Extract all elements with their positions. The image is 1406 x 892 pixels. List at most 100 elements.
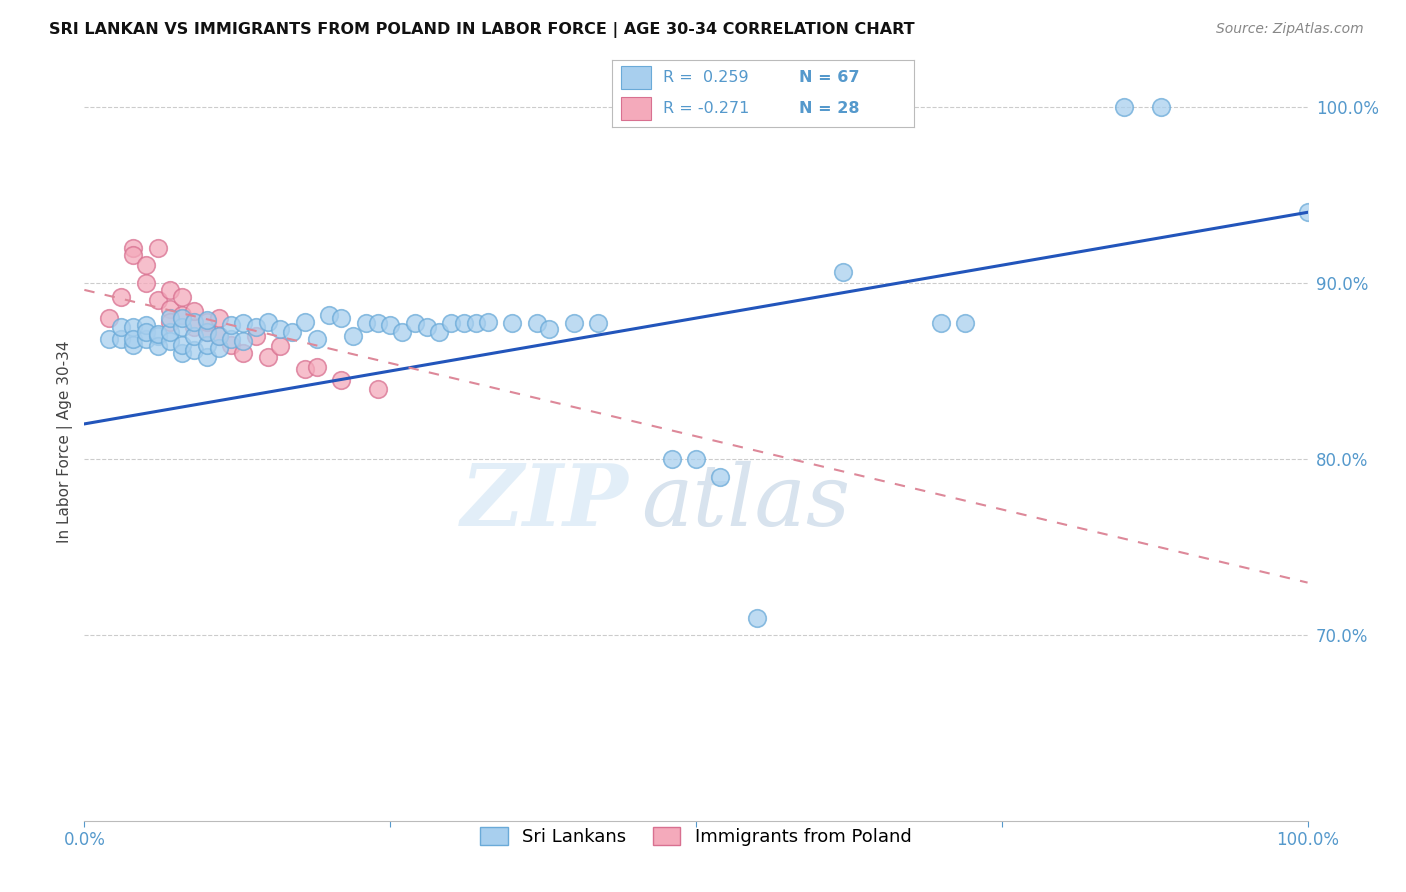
Legend: Sri Lankans, Immigrants from Poland: Sri Lankans, Immigrants from Poland xyxy=(474,820,918,854)
Point xyxy=(219,318,242,333)
Point xyxy=(245,328,267,343)
Point xyxy=(183,320,205,334)
Point xyxy=(172,311,194,326)
Point xyxy=(195,313,218,327)
Point xyxy=(135,332,157,346)
Point xyxy=(159,334,181,348)
Point xyxy=(281,325,304,339)
Point xyxy=(183,343,205,357)
Point xyxy=(305,332,328,346)
Point xyxy=(294,315,316,329)
Point xyxy=(747,611,769,625)
Point xyxy=(294,362,316,376)
Point xyxy=(464,317,486,331)
Point xyxy=(257,350,280,364)
Point xyxy=(110,290,132,304)
Point xyxy=(440,317,463,331)
Text: SRI LANKAN VS IMMIGRANTS FROM POLAND IN LABOR FORCE | AGE 30-34 CORRELATION CHAR: SRI LANKAN VS IMMIGRANTS FROM POLAND IN … xyxy=(49,22,915,38)
Point xyxy=(1114,99,1136,113)
Point xyxy=(453,317,475,331)
Point xyxy=(367,317,389,331)
Point xyxy=(404,317,426,331)
Point xyxy=(831,265,853,279)
Point xyxy=(135,318,157,333)
Point xyxy=(183,328,205,343)
Point xyxy=(159,315,181,329)
Point xyxy=(1150,99,1173,113)
Point xyxy=(97,311,120,326)
Point xyxy=(502,317,524,331)
Point xyxy=(146,293,169,308)
Point xyxy=(526,317,548,331)
Point xyxy=(159,283,181,297)
Point xyxy=(219,337,242,351)
Point xyxy=(391,325,413,339)
Point xyxy=(318,308,340,322)
Point xyxy=(685,452,707,467)
Point xyxy=(122,320,145,334)
Point xyxy=(159,325,181,339)
Bar xyxy=(620,97,651,120)
Y-axis label: In Labor Force | Age 30-34: In Labor Force | Age 30-34 xyxy=(58,340,73,543)
Point xyxy=(1296,205,1319,219)
Point xyxy=(146,339,169,353)
Text: Source: ZipAtlas.com: Source: ZipAtlas.com xyxy=(1216,22,1364,37)
Point xyxy=(477,315,499,329)
Point xyxy=(172,346,194,360)
Point xyxy=(245,320,267,334)
Point xyxy=(172,337,194,351)
Text: atlas: atlas xyxy=(641,461,851,543)
Point xyxy=(232,334,254,348)
Point xyxy=(416,320,439,334)
Point xyxy=(172,290,194,304)
Text: R = -0.271: R = -0.271 xyxy=(664,101,749,116)
Point xyxy=(122,332,145,346)
Point xyxy=(146,241,169,255)
Point xyxy=(146,326,169,341)
Point xyxy=(661,452,683,467)
Point xyxy=(305,360,328,375)
Point xyxy=(330,311,353,326)
Point xyxy=(172,308,194,322)
Point xyxy=(122,337,145,351)
Point xyxy=(208,328,231,343)
Point xyxy=(135,325,157,339)
Point xyxy=(257,315,280,329)
Point xyxy=(195,315,218,329)
Point xyxy=(97,332,120,346)
Point xyxy=(183,315,205,329)
Point xyxy=(208,341,231,355)
Point xyxy=(183,304,205,318)
Point xyxy=(195,325,218,339)
Point xyxy=(208,311,231,326)
Point xyxy=(159,311,181,326)
Bar xyxy=(620,66,651,88)
Point xyxy=(195,325,218,339)
Point xyxy=(195,350,218,364)
Text: ZIP: ZIP xyxy=(461,460,628,544)
Point xyxy=(586,317,609,331)
Point xyxy=(929,317,952,331)
Point xyxy=(380,318,402,333)
Point xyxy=(427,325,450,339)
Point xyxy=(232,346,254,360)
Text: N = 28: N = 28 xyxy=(799,101,859,116)
Point xyxy=(354,317,377,331)
Point xyxy=(330,373,353,387)
Point xyxy=(122,247,145,261)
Text: R =  0.259: R = 0.259 xyxy=(664,70,748,85)
Point xyxy=(122,241,145,255)
Point xyxy=(172,320,194,334)
Point xyxy=(135,258,157,272)
Point xyxy=(110,332,132,346)
Point xyxy=(538,321,561,335)
Point xyxy=(562,317,585,331)
Point xyxy=(709,470,731,484)
Point xyxy=(219,332,242,346)
Point xyxy=(269,321,291,335)
Point xyxy=(110,320,132,334)
Point xyxy=(195,337,218,351)
Point xyxy=(146,328,169,343)
Point xyxy=(953,317,976,331)
Point xyxy=(342,328,364,343)
